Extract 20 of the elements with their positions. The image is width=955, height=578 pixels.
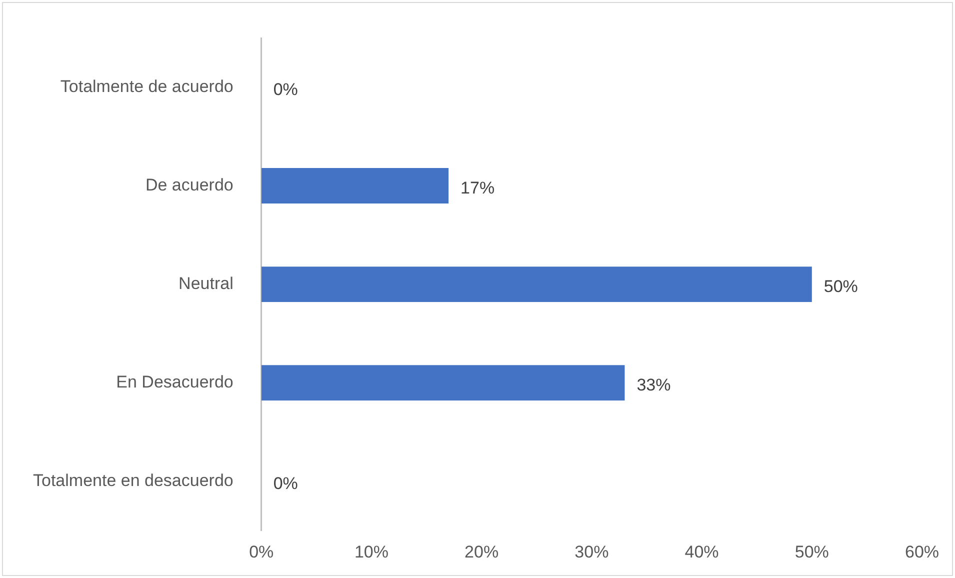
data-label: 33%	[636, 376, 671, 395]
x-tick-label: 10%	[354, 542, 388, 562]
x-tick-label: 0%	[249, 542, 274, 562]
x-tick-label: 50%	[794, 542, 829, 562]
x-tick-label: 20%	[464, 542, 499, 562]
data-label: 0%	[273, 80, 298, 99]
data-label: 0%	[273, 474, 298, 494]
bar	[261, 266, 812, 302]
x-tick-label: 60%	[904, 542, 940, 562]
bar	[261, 365, 625, 401]
x-tick-label: 40%	[684, 542, 719, 562]
bar	[261, 168, 449, 204]
y-tick-label: Totalmente de acuerdo	[60, 76, 234, 96]
data-label: 17%	[460, 178, 495, 198]
y-tick-label: De acuerdo	[145, 175, 234, 194]
y-tick-label: Neutral	[178, 274, 234, 293]
x-tick-label: 30%	[574, 542, 609, 562]
y-tick-label: Totalmente en desacuerdo	[32, 471, 234, 490]
data-label: 50%	[824, 276, 858, 296]
y-tick-label: En Desacuerdo	[116, 372, 234, 392]
